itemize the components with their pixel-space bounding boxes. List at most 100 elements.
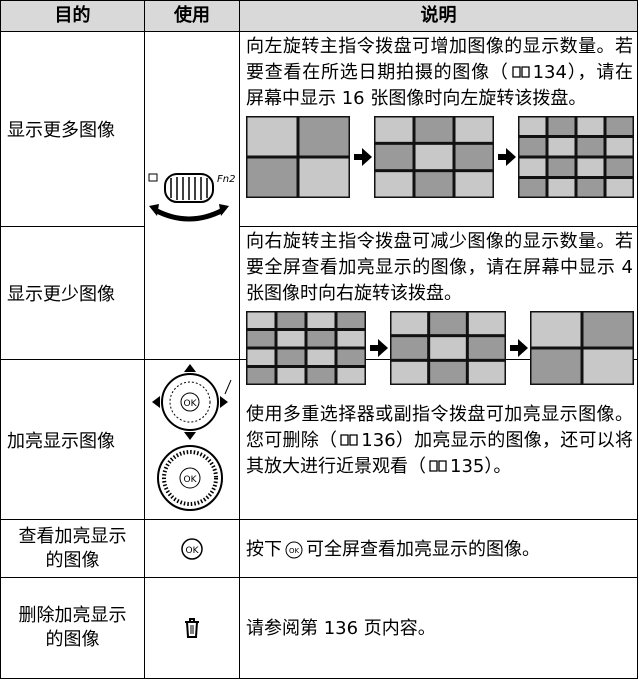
thumbnail: [577, 138, 604, 156]
thumbnail: [307, 331, 335, 347]
ok-icon: OK: [285, 541, 303, 558]
thumbnail: [583, 312, 633, 347]
thumbnail: [307, 349, 335, 365]
thumbnail: [415, 144, 453, 170]
thumbnail: [375, 172, 413, 197]
description: 按下 OK 可全屏查看加亮显示的图像。: [240, 520, 638, 578]
thumbnail: [606, 138, 633, 156]
thumbnail: [247, 312, 275, 328]
text: 可全屏查看加亮显示的图像。: [306, 538, 540, 560]
arrow: [370, 339, 388, 357]
thumbnail: [583, 349, 633, 384]
thumbnail: [519, 138, 546, 156]
thumbnail: [391, 361, 428, 384]
thumbnail: [391, 312, 428, 335]
thumbnail: [531, 312, 581, 347]
svg-text:OK: OK: [186, 546, 200, 556]
purpose: 查看加亮显示的图像: [0, 520, 145, 578]
text: 请参阅第 136 页内容。: [246, 618, 436, 639]
thumbnail: [277, 349, 305, 365]
text: 向左旋转主指令拨盘可增加图像的显示数量。若要查看在所选日期拍摄的图像（: [246, 36, 633, 83]
thumbnail: [247, 117, 297, 156]
thumbnail: [277, 368, 305, 384]
purpose: 加亮显示图像: [0, 360, 145, 520]
description: 使用多重选择器或副指令拨盘可加亮显示图像。您可删除（ 136）加亮显示的图像，还可…: [240, 360, 638, 520]
thumbnail: [468, 337, 505, 359]
use-cell: OK OK: [145, 360, 240, 520]
thumbnail: [375, 144, 413, 170]
thumbnail: [519, 158, 546, 176]
text: 使用多重选择器或副指令拨盘可加亮显示图像。您可删除（: [246, 403, 633, 451]
thumbnail: [415, 172, 453, 197]
thumbnail: [606, 158, 633, 176]
purpose: 显示更少图像: [0, 227, 145, 360]
thumbnail: [277, 331, 305, 347]
thumbnail: [307, 312, 335, 328]
thumbnail: [519, 117, 546, 135]
thumbnail: [455, 117, 493, 142]
thumbnail: [606, 117, 633, 135]
main-dial-icon: Fn2: [148, 173, 235, 222]
text-block: 使用多重选择器或副指令拨盘可加亮显示图像。您可删除（ 136）加亮显示的图像，还可…: [246, 402, 633, 480]
thumbnail: [375, 117, 413, 142]
thumbnail: [548, 138, 575, 156]
purpose: 删除加亮显示的图像: [0, 578, 145, 679]
selector-icons: OK OK: [152, 364, 232, 511]
header-description: 说明: [240, 0, 638, 32]
arrow: [354, 148, 372, 166]
thumbnail: [430, 337, 466, 359]
thumbnail: [455, 144, 493, 170]
thumbnail: [430, 361, 466, 384]
arrow: [498, 148, 516, 166]
thumbnail: [548, 117, 575, 135]
thumbnail: [606, 179, 633, 197]
thumbnail: [577, 179, 604, 197]
ok-icon: OK: [181, 537, 203, 560]
use-cell: OK: [145, 520, 240, 578]
text: 135）。: [450, 455, 512, 477]
description: 向右旋转主指令拨盘可减少图像的显示数量。若要全屏查看加亮显示的图像，请在屏幕中显…: [240, 227, 638, 385]
text: 134），请在屏幕中显示 16 张图像时向左旋转该拨盘。: [246, 62, 633, 109]
thumbnail: [415, 117, 453, 142]
thumbnail: [247, 368, 275, 384]
thumbnail: [247, 331, 275, 347]
header-use: 使用: [145, 0, 240, 32]
book-icon: [340, 433, 358, 446]
thumbnail: [468, 312, 505, 335]
thumbnail-strip: [246, 311, 634, 385]
purpose: 显示更多图像: [0, 32, 145, 227]
delete-icon: [185, 618, 199, 638]
thumbnail: [337, 312, 365, 328]
svg-text:Fn2: Fn2: [217, 174, 235, 185]
text: 向右旋转主指令拨盘可减少图像的显示数量。若要全屏查看加亮显示的图像，请在屏幕中显…: [246, 231, 633, 304]
header-purpose: 目的: [0, 0, 145, 32]
thumbnail: [468, 361, 505, 384]
thumbnail: [337, 368, 365, 384]
thumbnail: [430, 312, 466, 335]
svg-text:OK: OK: [289, 547, 300, 555]
text: 136）加亮显示的图像，还可以将其放大进行近景观看（: [246, 429, 634, 477]
thumbnail: [548, 158, 575, 176]
book-icon: [429, 459, 447, 472]
thumbnail: [391, 337, 428, 359]
thumbnail: [299, 158, 349, 197]
svg-text:OK: OK: [184, 399, 198, 409]
svg-text:OK: OK: [184, 475, 198, 485]
thumbnail: [307, 368, 335, 384]
thumbnail: [337, 349, 365, 365]
book-icon: [511, 66, 530, 78]
thumbnail: [455, 172, 493, 197]
text: 按下: [246, 538, 282, 560]
use-cell: [145, 578, 240, 679]
description: 请参阅第 136 页内容。: [240, 578, 638, 679]
thumbnail: [299, 117, 349, 156]
arrow: [510, 339, 528, 357]
thumbnail: [337, 331, 365, 347]
use-cell: Fn2: [145, 32, 240, 360]
thumbnail-strip: [246, 116, 634, 198]
description: 向左旋转主指令拨盘可增加图像的显示数量。若要查看在所选日期拍摄的图像（ 134），…: [240, 32, 638, 227]
thumbnail: [531, 349, 581, 384]
thumbnail: [277, 312, 305, 328]
thumbnail: [247, 158, 297, 197]
